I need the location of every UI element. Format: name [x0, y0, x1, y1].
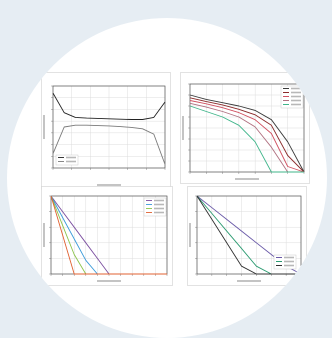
legend-text-blur-2	[291, 91, 301, 94]
series-line-1	[189, 94, 305, 173]
legend-box	[55, 154, 79, 166]
legend-box	[143, 197, 167, 217]
legend-text-blur-2	[154, 203, 164, 206]
legend	[273, 254, 297, 270]
legend	[55, 154, 79, 166]
x-axis-label-blur	[237, 280, 261, 282]
series-line-3	[189, 100, 305, 173]
image-circle	[7, 18, 327, 338]
y-axis-label-blur	[189, 223, 191, 247]
legend-text-blur-3	[284, 264, 294, 267]
x-axis-label-blur	[235, 178, 259, 180]
series-line-3	[196, 195, 301, 275]
chart-4	[187, 186, 307, 286]
legend-text-blur-2	[284, 260, 294, 263]
chart-panel-1	[41, 72, 171, 190]
legend-text-blur-1	[66, 156, 76, 159]
legend-text-blur-1	[291, 87, 301, 90]
x-axis-label-blur	[97, 280, 121, 282]
legend-text-blur-3	[291, 95, 301, 98]
legend	[143, 197, 167, 217]
chart-3	[41, 186, 173, 286]
series-line-2	[52, 124, 166, 165]
y-axis-label-blur	[43, 115, 45, 139]
chart-panel-4	[187, 186, 307, 286]
legend	[280, 85, 304, 109]
series-line-4	[189, 102, 304, 173]
series-line-1	[52, 92, 166, 120]
series-line-2	[189, 97, 305, 173]
chart-2	[180, 72, 310, 184]
y-axis-label-blur	[182, 116, 184, 140]
chart-frame	[187, 186, 307, 286]
chart-panel-3	[41, 186, 173, 286]
legend-text-blur-4	[154, 211, 164, 214]
plot-area	[196, 195, 302, 275]
legend-text-blur-5	[291, 103, 301, 106]
series-line-4	[50, 195, 167, 275]
legend-text-blur-1	[284, 256, 294, 259]
chart-panel-2	[180, 72, 310, 184]
legend-text-blur-4	[291, 99, 301, 102]
y-axis-label-blur	[43, 223, 45, 247]
plot-area	[52, 85, 166, 169]
legend-text-blur-2	[66, 160, 76, 163]
plot-area	[189, 83, 305, 173]
x-axis-label-blur	[97, 184, 121, 186]
chart-frame	[41, 72, 171, 190]
chart-1	[41, 72, 171, 190]
legend-text-blur-1	[154, 199, 164, 202]
legend-text-blur-3	[154, 207, 164, 210]
series-line-5	[189, 105, 304, 173]
